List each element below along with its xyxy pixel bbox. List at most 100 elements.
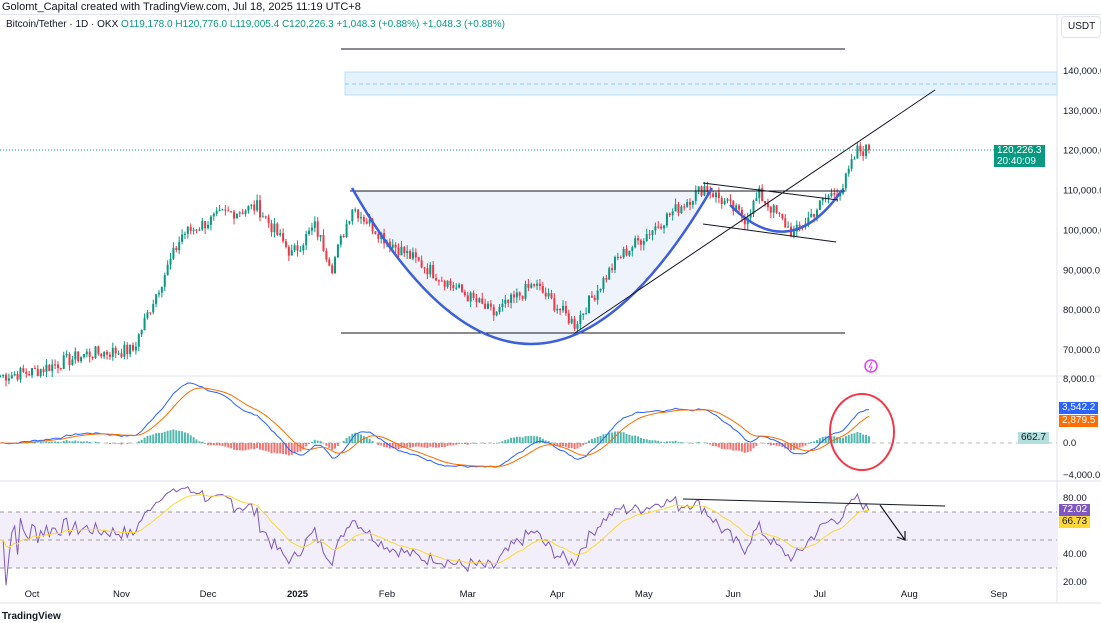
candle-body: [541, 286, 544, 293]
candle-body: [455, 287, 458, 289]
macd-histogram-bar: [726, 443, 729, 450]
candle-body: [781, 213, 784, 219]
macd-histogram-bar: [507, 439, 510, 443]
macd-histogram-bar: [235, 443, 238, 451]
macd-histogram-bar: [452, 443, 455, 446]
candle-body: [706, 186, 709, 192]
candle-body: [752, 201, 755, 215]
macd-histogram-bar: [512, 437, 515, 443]
candle-body: [157, 292, 160, 295]
candle-body: [697, 186, 700, 191]
macd-histogram-bar: [639, 437, 642, 443]
macd-histogram-bar: [740, 443, 743, 452]
macd-histogram-bar: [492, 443, 495, 444]
macd-tick: 8,000.0: [1063, 374, 1095, 385]
macd-histogram-bar: [570, 443, 573, 449]
candle-body: [631, 247, 634, 251]
candle-body: [807, 217, 810, 224]
candle-body: [397, 247, 400, 256]
candle-body: [481, 298, 484, 304]
candle-body: [19, 368, 22, 380]
macd-histogram-bar: [752, 443, 755, 449]
candle-body: [521, 295, 524, 299]
candle-body: [683, 206, 686, 208]
candle-body: [755, 198, 758, 202]
candle-body: [553, 298, 556, 311]
macd-histogram-bar: [230, 443, 233, 449]
macd-histogram-bar: [308, 443, 311, 444]
candle-body: [619, 256, 622, 258]
macd-histogram-bar: [856, 432, 859, 443]
macd-histogram-bar: [449, 443, 452, 446]
rsi-ma-tag: 66.73: [1059, 516, 1091, 528]
macd-histogram-bar: [784, 443, 787, 449]
candle-body: [123, 344, 126, 357]
candle-body: [740, 209, 743, 218]
macd-histogram-bar: [562, 443, 565, 447]
macd-histogram-bar: [772, 443, 775, 446]
candle-body: [686, 202, 689, 207]
macd-histogram-bar: [85, 441, 88, 443]
macd-histogram-bar: [310, 441, 313, 443]
macd-histogram-bar: [668, 441, 671, 443]
candle-body: [230, 211, 233, 213]
candle-body: [573, 318, 576, 329]
highlight-circle: [829, 393, 895, 471]
macd-histogram-bar: [305, 443, 308, 447]
macd-histogram-bar: [221, 443, 224, 447]
macd-histogram-bar: [328, 443, 331, 448]
candle-body: [443, 281, 446, 287]
candle-body: [867, 144, 870, 150]
candle-body: [830, 193, 833, 197]
candle-body: [120, 353, 123, 357]
candle-body: [25, 371, 28, 374]
candle-body: [726, 199, 729, 201]
candle-body: [593, 297, 596, 300]
rsi-tick: 80.00: [1063, 493, 1087, 504]
macd-histogram-bar: [360, 434, 363, 443]
rsi-divergence-line: [682, 498, 946, 507]
candle-body: [51, 364, 54, 372]
candle-body: [761, 188, 764, 202]
candle-body: [766, 203, 769, 208]
macd-histogram-bar: [446, 443, 449, 447]
candle-body: [287, 246, 290, 256]
candle-body: [475, 297, 478, 303]
macd-histogram-bar: [547, 441, 550, 443]
candle-body: [720, 198, 723, 205]
rsi-ma-line: [0, 493, 869, 565]
candle-body: [498, 307, 501, 313]
candle-body: [244, 210, 247, 214]
macd-histogram-bar: [264, 443, 267, 451]
time-tick: Aug: [901, 589, 918, 600]
macd-histogram-bar: [680, 442, 683, 443]
candle-body: [132, 344, 135, 351]
candle-body: [839, 193, 842, 197]
symbol-name[interactable]: Bitcoin/Tether · 1D · OKX: [6, 19, 119, 30]
candle-body: [152, 304, 155, 313]
candle-body: [847, 168, 850, 174]
macd-histogram-bar: [218, 443, 221, 446]
macd-histogram-bar: [282, 443, 285, 454]
time-tick: Nov: [113, 589, 130, 600]
candle-body: [334, 257, 337, 273]
candle-body: [270, 223, 273, 233]
candle-body: [758, 188, 761, 199]
candle-body: [316, 221, 319, 237]
macd-histogram-bar: [152, 434, 155, 443]
macd-histogram-bar: [195, 439, 198, 443]
price-tick: 120,000.0: [1063, 146, 1101, 157]
candle-body: [582, 313, 585, 315]
macd-histogram-bar: [284, 443, 287, 455]
macd-histogram-bar: [365, 437, 368, 443]
candle-body: [435, 278, 438, 281]
candle-body: [267, 217, 270, 224]
macd-histogram-bar: [334, 443, 337, 449]
candle-body: [764, 201, 767, 204]
candle-body: [815, 209, 818, 217]
macd-histogram-bar: [847, 435, 850, 443]
macd-histogram-bar: [114, 443, 117, 444]
candle-body: [198, 229, 201, 231]
candle-body: [2, 374, 5, 377]
